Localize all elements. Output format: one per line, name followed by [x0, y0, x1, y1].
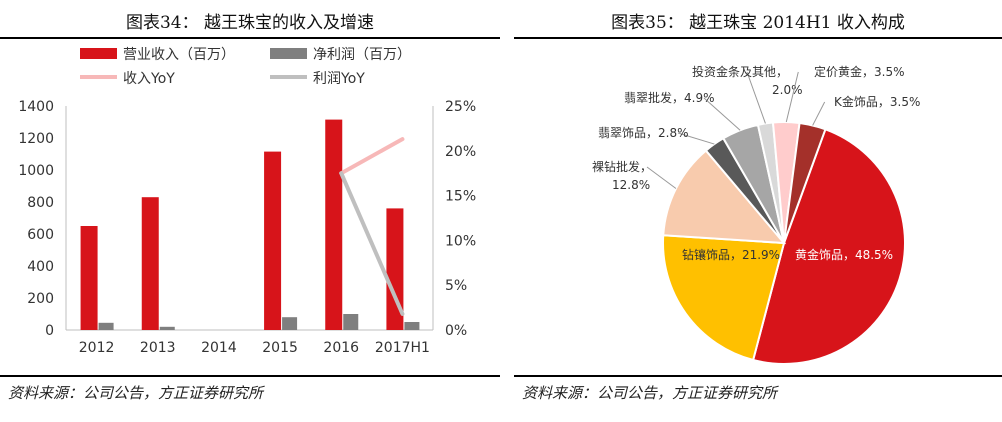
- right-y-tick-label: 15%: [445, 189, 476, 205]
- k-gold-jewelry-label-leader: [812, 101, 826, 126]
- diamond-jewelry-label: 钻镶饰品，21.9%: [682, 247, 780, 262]
- left-source-note: 资料来源：公司公告，方正证券研究所: [8, 384, 264, 402]
- left-chart-panel: 图表34： 越王珠宝的收入及增速 0 200 400 600 800 1000 1200 14…: [0, 0, 500, 422]
- net-profit-bar: [343, 314, 359, 330]
- diamond-jewelry-slice: [662, 234, 786, 362]
- loose-diamond-wholesale-label: 裸钻批发，: [592, 159, 652, 174]
- jade-wholesale-label-leader: [703, 97, 741, 131]
- left-top-rule: [0, 37, 500, 39]
- legend-revenue-label: 营业收入（百万）: [123, 47, 235, 63]
- left-y-tick-label: 600: [27, 227, 54, 243]
- gold-bar-other-label-leader: [746, 71, 766, 124]
- revenue-mix-pie-chart: 黄金饰品，48.5% 钻镶饰品，21.9% 裸钻批发， 12.8% 翡翠饰品，2.8% 翡…: [592, 64, 920, 365]
- right-chart-panel: 图表35： 越王珠宝 2014H1 收入构成 黄金饰品，48.5% 钻镶饰品，21…: [514, 0, 1002, 422]
- left-y-tick-label: 1000: [18, 163, 54, 179]
- left-y-tick-label: 1400: [18, 99, 54, 115]
- net-profit-bar: [159, 326, 175, 330]
- fixed-price-gold-label-leader: [785, 71, 799, 123]
- revenue-bar-chart: 0 200 400 600 800 1000 1200 1400 0% 5% 10% 15% 20% 25…: [18, 47, 476, 356]
- legend-revenue-swatch: [80, 48, 117, 59]
- right-y-tick-label: 25%: [445, 99, 476, 115]
- left-y-tick-label: 200: [27, 291, 54, 307]
- right-top-rule: [514, 37, 1002, 39]
- right-y-tick-label: 5%: [445, 278, 467, 294]
- left-y-tick-label: 1200: [18, 131, 54, 147]
- revenue-bar: [386, 208, 404, 330]
- x-tick-label: 2016: [323, 340, 359, 356]
- legend-revenue: 营业收入（百万）: [80, 47, 235, 63]
- right-y-tick-label: 0%: [445, 323, 467, 339]
- x-tick-label: 2017H1: [375, 340, 430, 356]
- x-tick-label: 2014: [201, 340, 237, 356]
- legend-revenue-yoy: 收入YoY: [80, 71, 175, 87]
- k-gold-jewelry-label: K金饰品，3.5%: [834, 94, 920, 109]
- gold-bar-other-label: 投资金条及其他，: [692, 64, 788, 79]
- left-y-tick-label: 0: [45, 323, 54, 339]
- jade-jewelry-label-leader: [677, 132, 715, 145]
- legend-revenue-yoy-label: 收入YoY: [123, 71, 175, 87]
- revenue-yoy-line: [339, 137, 405, 176]
- jade-wholesale-label: 翡翠批发，4.9%: [624, 90, 715, 105]
- x-tick-label: 2015: [262, 340, 298, 356]
- left-bottom-rule: [0, 375, 500, 377]
- left-y-tick-label: 400: [27, 259, 54, 275]
- x-tick-label: 2013: [140, 340, 176, 356]
- right-bottom-rule: [514, 375, 1002, 377]
- gold-bar-other-label-value: 2.0%: [772, 83, 803, 97]
- fixed-price-gold-label: 定价黄金，3.5%: [814, 64, 905, 79]
- gold-jewelry-label: 黄金饰品，48.5%: [795, 247, 893, 262]
- left-chart-title: 图表34： 越王珠宝的收入及增速: [125, 13, 375, 33]
- k-gold-jewelry-slice: [783, 121, 827, 244]
- legend-profit-yoy-label: 利润YoY: [313, 71, 365, 87]
- revenue-bar: [141, 197, 159, 330]
- jade-jewelry-label: 翡翠饰品，2.8%: [598, 126, 689, 140]
- x-tick-label: 2012: [79, 340, 115, 356]
- net-profit-bar: [282, 317, 298, 330]
- legend-net-profit: 净利润（百万）: [270, 47, 411, 63]
- revenue-bar: [264, 151, 282, 330]
- gold-jewelry-slice: [751, 128, 906, 365]
- right-chart-title: 图表35： 越王珠宝 2014H1 收入构成: [611, 13, 905, 33]
- net-profit-bar: [404, 322, 420, 330]
- net-profit-bar: [98, 322, 114, 330]
- right-y-tick-label: 10%: [445, 233, 476, 249]
- loose-diamond-wholesale-label-leader: [646, 166, 677, 189]
- legend-net-profit-label: 净利润（百万）: [313, 47, 411, 63]
- legend-net-profit-swatch: [270, 48, 307, 59]
- revenue-bar: [80, 226, 98, 330]
- revenue-bar: [325, 119, 343, 330]
- loose-diamond-wholesale-slice: [662, 149, 787, 245]
- legend-profit-yoy: 利润YoY: [270, 71, 365, 87]
- profit-yoy-line: [339, 171, 405, 316]
- right-source-note: 资料来源：公司公告，方正证券研究所: [522, 384, 778, 402]
- left-y-tick-label: 800: [27, 195, 54, 211]
- right-y-tick-label: 20%: [445, 144, 476, 160]
- loose-diamond-wholesale-label-value: 12.8%: [612, 178, 650, 192]
